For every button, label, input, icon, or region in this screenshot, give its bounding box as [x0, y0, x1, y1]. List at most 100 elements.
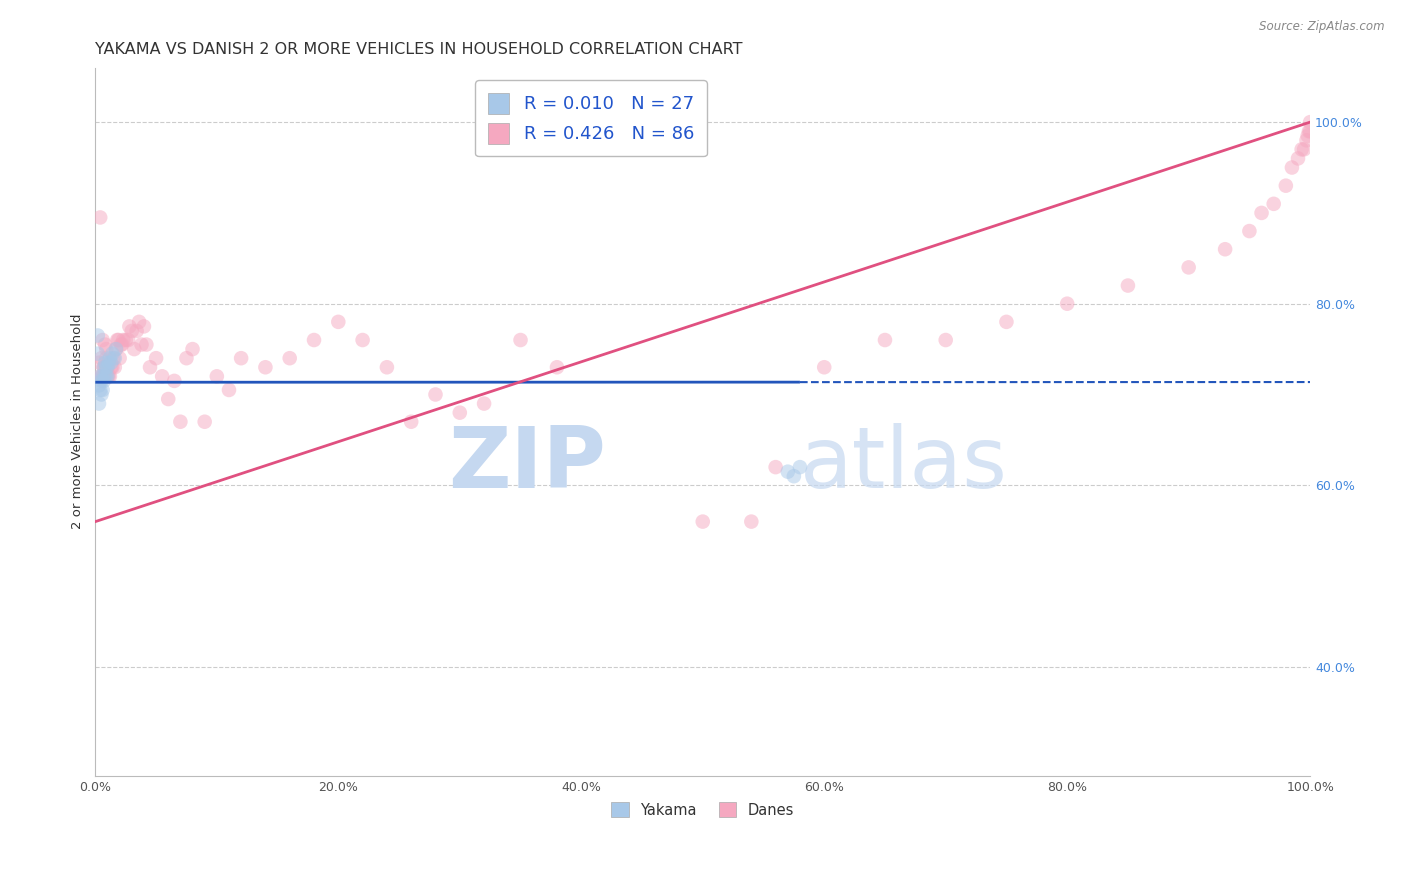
Point: [1056, 296, 1078, 310]
Point: [1295, 133, 1317, 147]
Point: [111, 337, 134, 351]
Point: [91, 369, 114, 384]
Point: [96, 369, 118, 384]
Point: [89, 369, 111, 384]
Point: [90, 351, 112, 366]
Text: atlas: atlas: [800, 423, 1008, 506]
Point: [1239, 224, 1261, 238]
Point: [449, 406, 471, 420]
Point: [135, 337, 157, 351]
Point: [132, 319, 155, 334]
Point: [765, 460, 787, 475]
Point: [114, 333, 136, 347]
Point: [205, 369, 228, 384]
Point: [101, 346, 124, 360]
Point: [229, 351, 252, 366]
Point: [93, 374, 115, 388]
Point: [399, 415, 422, 429]
Point: [181, 342, 204, 356]
Point: [1213, 242, 1236, 256]
Point: [96, 360, 118, 375]
Point: [546, 360, 568, 375]
Text: Source: ZipAtlas.com: Source: ZipAtlas.com: [1260, 20, 1385, 33]
Point: [108, 351, 131, 366]
Point: [789, 460, 811, 475]
Point: [139, 360, 162, 375]
Point: [112, 333, 135, 347]
Point: [1294, 142, 1316, 156]
Point: [96, 369, 118, 384]
Legend: Yakama, Danes: Yakama, Danes: [605, 795, 801, 825]
Point: [194, 415, 217, 429]
Point: [101, 360, 124, 375]
Text: ZIP: ZIP: [449, 423, 606, 506]
Point: [105, 333, 128, 347]
Point: [98, 351, 121, 366]
Point: [89, 369, 111, 384]
Point: [128, 315, 150, 329]
Point: [104, 360, 127, 375]
Point: [1281, 161, 1303, 175]
Point: [96, 360, 118, 375]
Point: [1116, 278, 1139, 293]
Point: [89, 383, 111, 397]
Point: [163, 374, 186, 388]
Point: [740, 515, 762, 529]
Point: [1299, 115, 1322, 129]
Point: [100, 356, 122, 370]
Point: [117, 333, 139, 347]
Point: [1291, 142, 1313, 156]
Point: [98, 369, 121, 384]
Point: [90, 374, 112, 388]
Point: [776, 465, 799, 479]
Point: [1296, 128, 1319, 143]
Point: [176, 351, 198, 366]
Point: [302, 333, 325, 347]
Point: [93, 369, 115, 384]
Point: [94, 369, 117, 384]
Point: [87, 356, 110, 370]
Point: [472, 396, 495, 410]
Point: [692, 515, 714, 529]
Point: [87, 396, 110, 410]
Point: [91, 333, 114, 347]
Point: [1263, 197, 1285, 211]
Point: [131, 337, 153, 351]
Point: [100, 360, 122, 375]
Text: YAKAMA VS DANISH 2 OR MORE VEHICLES IN HOUSEHOLD CORRELATION CHART: YAKAMA VS DANISH 2 OR MORE VEHICLES IN H…: [96, 42, 742, 57]
Point: [169, 415, 191, 429]
Point: [1298, 124, 1320, 138]
Point: [125, 324, 148, 338]
Point: [218, 383, 240, 397]
Point: [118, 319, 141, 334]
Point: [1177, 260, 1199, 275]
Point: [94, 356, 117, 370]
Point: [96, 360, 118, 375]
Point: [103, 351, 125, 366]
Point: [91, 383, 114, 397]
Point: [94, 360, 117, 375]
Point: [105, 342, 128, 356]
Point: [254, 360, 277, 375]
Point: [873, 333, 896, 347]
Y-axis label: 2 or more Vehicles in Household: 2 or more Vehicles in Household: [72, 314, 84, 530]
Point: [995, 315, 1018, 329]
Point: [97, 356, 120, 370]
Point: [87, 378, 110, 392]
Point: [352, 333, 374, 347]
Point: [145, 351, 167, 366]
Point: [150, 369, 173, 384]
Point: [94, 337, 117, 351]
Point: [328, 315, 350, 329]
Point: [1275, 178, 1298, 193]
Point: [91, 369, 114, 384]
Point: [935, 333, 957, 347]
Point: [509, 333, 531, 347]
Point: [107, 333, 129, 347]
Point: [96, 351, 118, 366]
Point: [87, 346, 110, 360]
Point: [121, 324, 143, 338]
Point: [90, 369, 112, 384]
Point: [87, 328, 110, 343]
Point: [783, 469, 806, 483]
